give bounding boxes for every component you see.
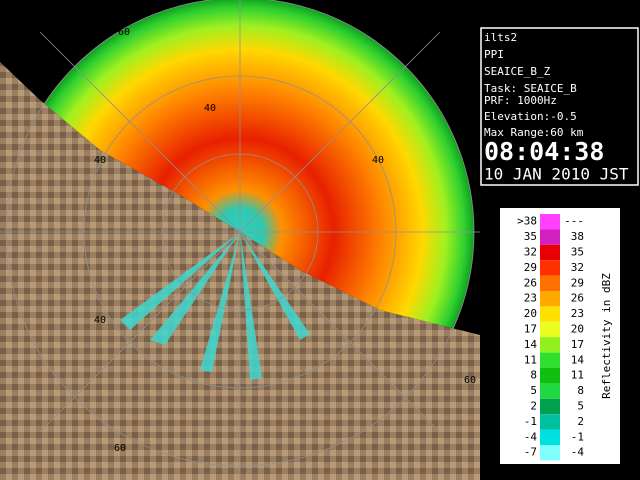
legend-low: -4 [524,430,538,443]
ring-label: 40 [204,103,216,114]
time: 08:04:38 [484,137,604,166]
legend-high: 38 [571,230,584,243]
legend-low: 23 [524,292,537,305]
legend-low: 32 [524,246,537,259]
legend-low: 8 [530,369,537,382]
legend-high: 20 [571,323,584,336]
legend-swatch [540,429,560,445]
legend-high: 2 [577,415,584,428]
legend: >38 --- 35 38 32 35 29 32 26 29 23 26 20 23 17 20 14 17 11… [517,214,585,461]
range-rings [0,0,480,480]
legend-low: 29 [524,261,537,274]
elevation: Elevation:-0.5 [484,110,577,123]
task: Task: SEAICE_B [484,82,577,95]
ring-label: 60 [114,443,126,454]
legend-title: Reflectivity in dBZ [600,273,613,399]
legend-swatch [540,244,560,261]
legend-swatch [540,275,560,291]
product: SEAICE_B_Z [484,65,551,78]
legend-high: 11 [571,369,584,382]
legend-high: 5 [577,400,584,413]
legend-high: 29 [571,276,584,289]
legend-low: 2 [530,400,537,413]
legend-high: 32 [571,261,584,274]
ring-label: 60 [118,27,130,38]
legend-high: -4 [571,446,585,459]
radar-image: 60 40 40 40 40 60 60 [0,0,480,480]
legend-low: 17 [524,323,537,336]
legend-swatch [540,383,560,399]
legend-high: 8 [577,384,584,397]
ring-label: 40 [94,155,106,166]
legend-high: --- [564,215,584,228]
legend-swatch [540,291,560,307]
legend-low: 14 [524,338,538,351]
legend-high: -1 [571,430,584,443]
legend-low: 26 [524,276,537,289]
legend-low: -1 [524,415,537,428]
ring-label: 40 [372,155,384,166]
legend-low: 35 [524,230,537,243]
legend-low: >38 [517,215,537,228]
info-box [480,27,639,186]
land-echo [120,232,310,380]
legend-high: 23 [571,307,584,320]
date: 10 JAN 2010 JST [484,165,629,184]
max-range: Max Range:60 km [484,126,584,139]
station: ilts2 [484,31,517,44]
ring-labels: 60 40 40 40 40 60 60 [94,27,476,454]
legend-high: 14 [571,353,585,366]
legend-swatch [540,306,560,322]
legend-swatch [540,321,560,338]
legend-swatch [540,368,560,384]
legend-high: 35 [571,246,584,259]
legend-high: 17 [571,338,584,351]
legend-swatch [540,229,560,245]
mode: PPI [484,48,504,61]
legend-swatch [540,337,560,353]
legend-low: 11 [524,353,537,366]
ring-label: 60 [464,375,476,386]
legend-low: 20 [524,307,537,320]
legend-swatch [540,414,560,430]
legend-swatch [540,260,560,276]
legend-high: 26 [571,292,584,305]
legend-low: 5 [530,384,537,397]
legend-low: -7 [524,446,537,459]
legend-swatch [540,398,560,415]
legend-swatch [540,352,560,368]
prf: PRF: 1000Hz [484,94,557,107]
legend-swatch [540,445,560,461]
ring-label: 40 [94,315,106,326]
legend-swatch [540,214,560,230]
